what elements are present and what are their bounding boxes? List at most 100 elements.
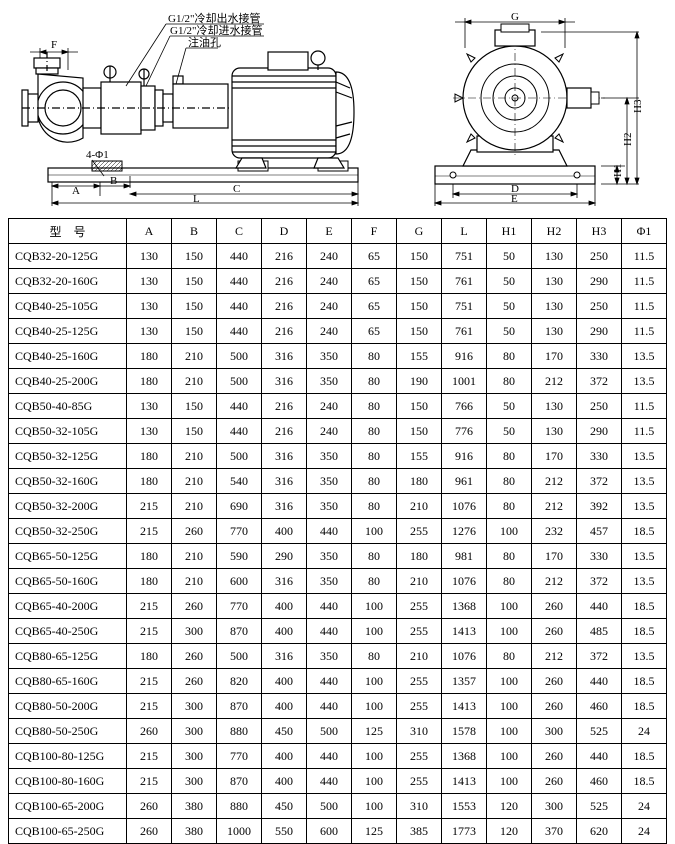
table-row: CQB50-40-85G1301504402162408015076650130…: [9, 394, 667, 419]
cell-model: CQB50-32-125G: [9, 444, 127, 469]
cell-value: 250: [577, 294, 622, 319]
cell-value: 11.5: [622, 419, 667, 444]
cell-value: 385: [397, 819, 442, 844]
cell-value: 260: [532, 694, 577, 719]
callout-cooling-in: G1/2"冷却进水接管: [170, 23, 263, 37]
table-row: CQB100-65-200G26038088045050010031015531…: [9, 794, 667, 819]
cell-value: 180: [127, 369, 172, 394]
cell-value: 1001: [442, 369, 487, 394]
cell-value: 870: [217, 619, 262, 644]
cell-value: 50: [487, 419, 532, 444]
table-row: CQB40-25-160G180210500316350801559168017…: [9, 344, 667, 369]
cell-value: 300: [532, 719, 577, 744]
dim-G: G: [511, 11, 519, 23]
cell-value: 255: [397, 744, 442, 769]
cell-value: 216: [262, 319, 307, 344]
cell-value: 210: [172, 369, 217, 394]
cell-model: CQB80-65-160G: [9, 669, 127, 694]
cell-value: 130: [127, 244, 172, 269]
cell-model: CQB100-80-160G: [9, 769, 127, 794]
cell-value: 180: [397, 544, 442, 569]
cell-value: 300: [172, 719, 217, 744]
cell-value: 776: [442, 419, 487, 444]
cell-value: 216: [262, 244, 307, 269]
col-A: A: [127, 219, 172, 244]
cell-value: 50: [487, 294, 532, 319]
cell-value: 1773: [442, 819, 487, 844]
cell-value: 50: [487, 269, 532, 294]
cell-value: 316: [262, 369, 307, 394]
cell-value: 770: [217, 744, 262, 769]
cell-value: 11.5: [622, 269, 667, 294]
table-row: CQB65-50-125G180210590290350801809818017…: [9, 544, 667, 569]
cell-value: 210: [397, 494, 442, 519]
cell-value: 260: [172, 644, 217, 669]
col-H1: H1: [487, 219, 532, 244]
cell-model: CQB65-50-125G: [9, 544, 127, 569]
cell-value: 450: [262, 794, 307, 819]
cell-value: 460: [577, 694, 622, 719]
table-row: CQB100-80-125G21530077040044010025513681…: [9, 744, 667, 769]
dim-4phi1: 4-Φ1: [86, 149, 109, 161]
col-model: 型 号: [9, 219, 127, 244]
cell-value: 350: [307, 494, 352, 519]
cell-value: 130: [532, 419, 577, 444]
cell-model: CQB40-25-105G: [9, 294, 127, 319]
cell-value: 11.5: [622, 294, 667, 319]
table-row: CQB65-40-250G215300870400440100255141310…: [9, 619, 667, 644]
cell-model: CQB50-32-200G: [9, 494, 127, 519]
cell-value: 761: [442, 269, 487, 294]
dim-L: L: [193, 193, 200, 205]
col-D: D: [262, 219, 307, 244]
cell-value: 150: [397, 294, 442, 319]
dim-C: C: [233, 183, 240, 195]
cell-model: CQB80-50-250G: [9, 719, 127, 744]
col-H3: H3: [577, 219, 622, 244]
cell-value: 440: [217, 244, 262, 269]
cell-value: 250: [577, 394, 622, 419]
cell-value: 100: [487, 719, 532, 744]
cell-value: 18.5: [622, 619, 667, 644]
cell-value: 80: [487, 469, 532, 494]
cell-value: 1076: [442, 494, 487, 519]
cell-value: 13.5: [622, 494, 667, 519]
table-body: CQB32-20-125G130150440216240651507515013…: [9, 244, 667, 844]
cell-value: 766: [442, 394, 487, 419]
cell-value: 440: [577, 594, 622, 619]
cell-value: 330: [577, 444, 622, 469]
cell-value: 232: [532, 519, 577, 544]
cell-value: 1000: [217, 819, 262, 844]
cell-value: 80: [352, 544, 397, 569]
cell-value: 150: [397, 419, 442, 444]
cell-value: 1578: [442, 719, 487, 744]
cell-model: CQB50-32-250G: [9, 519, 127, 544]
cell-value: 80: [352, 569, 397, 594]
end-view-svg: G H1 H2 H3 D E: [407, 8, 657, 208]
cell-value: 350: [307, 469, 352, 494]
cell-value: 255: [397, 619, 442, 644]
cell-value: 260: [532, 594, 577, 619]
cell-value: 400: [262, 744, 307, 769]
cell-value: 100: [487, 594, 532, 619]
cell-value: 80: [487, 494, 532, 519]
cell-value: 460: [577, 769, 622, 794]
callout-cooling-out: G1/2"冷却出水接管: [168, 11, 261, 25]
cell-value: 590: [217, 544, 262, 569]
cell-value: 400: [262, 769, 307, 794]
cell-value: 260: [172, 669, 217, 694]
cell-value: 150: [397, 244, 442, 269]
cell-value: 80: [487, 344, 532, 369]
table-header-row: 型 号 A B C D E F G L H1 H2 H3 Φ1: [9, 219, 667, 244]
cell-value: 372: [577, 644, 622, 669]
cell-value: 316: [262, 644, 307, 669]
cell-value: 450: [262, 719, 307, 744]
diagrams-row: G1/2"冷却出水接管 G1/2"冷却进水接管 注油孔 F 4-Φ1 A B C…: [8, 8, 667, 208]
cell-value: 440: [217, 394, 262, 419]
table-row: CQB100-80-160G21530087040044010025514131…: [9, 769, 667, 794]
cell-value: 65: [352, 294, 397, 319]
cell-value: 1413: [442, 619, 487, 644]
dimension-table: 型 号 A B C D E F G L H1 H2 H3 Φ1 CQB32-20…: [8, 218, 667, 844]
cell-model: CQB50-32-160G: [9, 469, 127, 494]
cell-value: 180: [127, 644, 172, 669]
cell-value: 180: [127, 469, 172, 494]
